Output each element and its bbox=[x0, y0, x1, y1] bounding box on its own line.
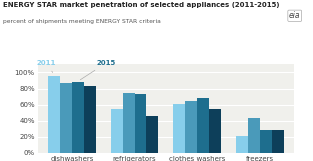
Bar bbox=[248, 118, 260, 153]
Bar bbox=[185, 101, 197, 153]
Bar bbox=[146, 116, 158, 153]
Bar bbox=[197, 98, 209, 153]
Bar bbox=[123, 93, 135, 153]
Bar bbox=[60, 83, 72, 153]
Bar bbox=[272, 130, 284, 153]
Bar bbox=[111, 109, 123, 153]
Bar bbox=[48, 76, 60, 153]
Bar bbox=[173, 104, 185, 153]
Text: 2015: 2015 bbox=[80, 60, 116, 80]
Bar bbox=[236, 136, 248, 153]
Bar bbox=[72, 82, 84, 153]
Bar bbox=[84, 86, 96, 153]
Text: percent of shipments meeting ENERGY STAR criteria: percent of shipments meeting ENERGY STAR… bbox=[3, 19, 161, 24]
Text: eia: eia bbox=[289, 11, 300, 20]
Text: ENERGY STAR market penetration of selected appliances (2011-2015): ENERGY STAR market penetration of select… bbox=[3, 2, 280, 8]
Bar bbox=[260, 130, 272, 153]
Bar bbox=[209, 109, 221, 153]
Bar bbox=[135, 94, 146, 153]
Text: 2011: 2011 bbox=[37, 60, 56, 72]
